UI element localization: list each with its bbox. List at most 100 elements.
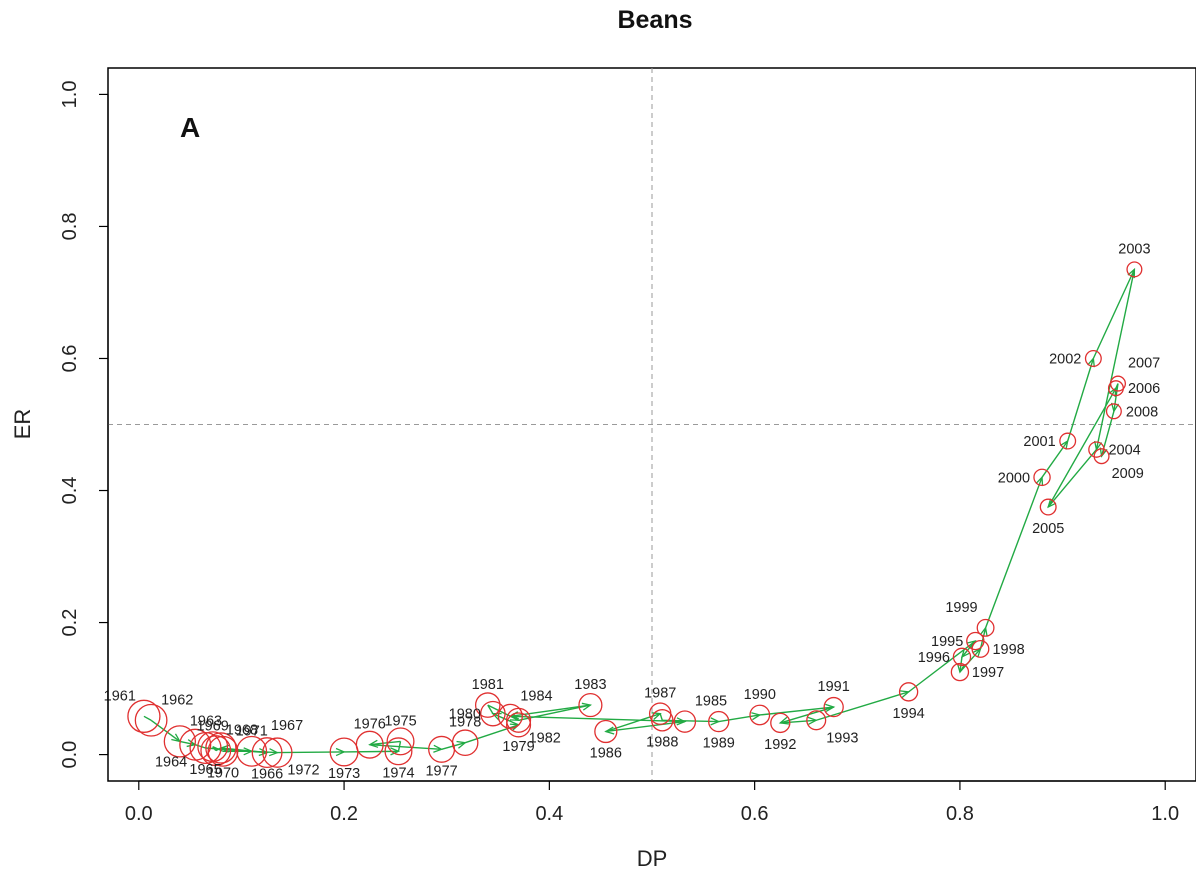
path-segment [179,740,196,746]
point-marker-1988 [651,709,674,732]
y-tick-label: 0.8 [59,213,81,241]
y-tick-label: 0.6 [59,345,81,373]
path-segment [659,713,663,721]
path-segment [251,750,278,754]
path-segment [487,704,494,715]
path-segment [1047,387,1117,508]
point-label-1994: 1994 [892,706,924,722]
point-label-1997: 1997 [972,665,1004,681]
path-segment [510,715,685,723]
path-segment [959,656,963,673]
point-marker-1984 [497,703,523,729]
panel-label: A [180,112,200,143]
point-marker-1981 [474,692,501,718]
point-marker-1962 [134,703,168,737]
point-label-1985: 1985 [695,694,727,710]
point-marker-1963 [163,725,197,758]
path-arrowhead [456,740,467,749]
point-label-1970: 1970 [207,765,239,781]
path-arrowhead [390,747,401,756]
y-tick-label: 1.0 [59,81,81,109]
point-label-1979: 1979 [502,739,534,755]
point-label-2003: 2003 [1118,241,1150,257]
path-segment [605,720,685,733]
point-marker-1993 [806,710,827,731]
point-label-1986: 1986 [590,745,622,761]
point-label-1968: 1968 [226,723,258,739]
path-segment [1095,269,1136,450]
path-arrowhead [243,747,254,756]
path-arrowhead [1099,447,1108,458]
x-axis: 0.0 0.2 0.4 0.6 0.8 1.0 [125,780,1179,825]
path-arrowhead [1108,386,1117,397]
point-label-1963: 1963 [190,713,222,729]
point-label-1965: 1965 [189,762,221,778]
point-label-1974: 1974 [382,765,414,781]
point-label-2004: 2004 [1108,443,1140,459]
point-marker-1976 [355,730,384,759]
point-label-1984: 1984 [520,688,552,704]
point-marker-2008 [1105,403,1122,420]
point-label-1987: 1987 [644,686,676,702]
point-marker-1996 [952,647,972,667]
path-segment [816,691,909,721]
path-segment [150,719,181,742]
point-marker-1971 [236,735,268,767]
path-segment [780,719,817,724]
point-marker-2000 [1033,468,1051,487]
path-segment [143,715,152,721]
path-arrowhead [1094,440,1103,452]
point-label-1988: 1988 [646,734,678,750]
path-segment [369,740,401,746]
path-segment [605,712,661,733]
point-label-1998: 1998 [992,642,1024,658]
x-tick-label: 0.2 [330,803,358,825]
point-label-1962: 1962 [161,692,193,708]
point-marker-2002 [1084,349,1102,367]
y-tick-label: 0.2 [59,609,81,637]
point-marker-1966 [251,737,283,769]
point-label-1990: 1990 [744,687,776,703]
point-label-1995: 1995 [931,634,963,650]
y-axis: 0.0 0.2 0.4 0.6 0.8 1.0 [59,81,109,768]
point-marker-1968 [200,735,232,767]
point-label-2008: 2008 [1126,404,1158,420]
point-label-1996: 1996 [918,650,950,666]
point-label-2002: 2002 [1049,351,1081,367]
point-marker-1980 [480,700,506,727]
path-arrowhead [807,716,818,725]
x-tick-label: 1.0 [1151,803,1179,825]
point-marker-1972 [262,737,293,768]
point-label-2009: 2009 [1112,466,1144,482]
point-label-2007: 2007 [1128,356,1160,372]
path-arrowhead [1127,267,1136,279]
point-label-1978: 1978 [449,715,481,731]
point-label-1973: 1973 [328,766,360,782]
point-marker-1998 [971,639,990,658]
chart-title: Beans [617,6,692,34]
point-label-1991: 1991 [818,679,850,695]
point-label-2006: 2006 [1128,381,1160,397]
path-segment [759,706,834,716]
path-segment [1092,269,1136,359]
x-tick-label: 0.8 [946,803,974,825]
point-label-1964: 1964 [155,755,187,771]
point-marker-2005 [1039,498,1057,516]
point-label-1961: 1961 [104,688,136,704]
x-tick-label: 0.0 [125,803,153,825]
path-segment [492,713,519,726]
path-segment [369,743,442,751]
point-marker-1991 [823,696,844,718]
path-segment [1067,358,1095,442]
path-segment [961,640,976,658]
path-arrowhead [960,648,971,659]
y-tick-label: 0.4 [59,477,81,505]
path-segment [984,477,1043,629]
point-marker-1989 [708,710,730,733]
point-marker-1975 [386,727,415,756]
point-marker-1997 [950,662,970,682]
point-label-1969: 1969 [197,719,229,735]
